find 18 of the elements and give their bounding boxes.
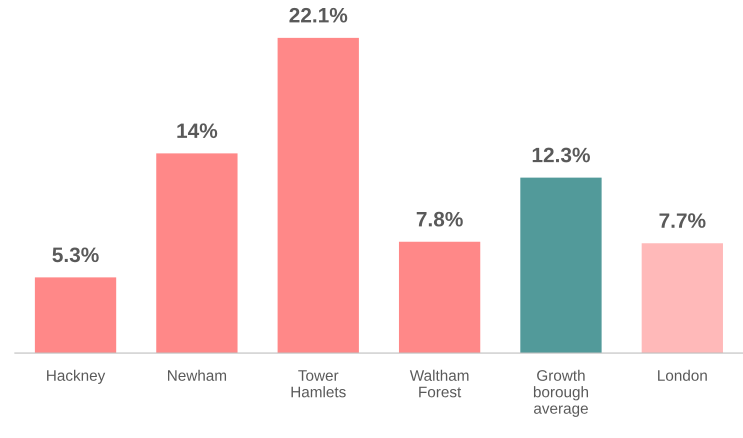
bar <box>398 242 480 354</box>
x-tick-label: Waltham Forest <box>410 370 468 398</box>
x-tick-label: London <box>658 370 707 381</box>
data-label: 12.3% <box>532 148 590 162</box>
data-label: 14% <box>177 123 218 138</box>
data-label: 7.8% <box>416 212 463 227</box>
bar <box>520 178 602 354</box>
x-tick-label: Hackney <box>47 370 106 384</box>
bar <box>642 243 723 354</box>
data-label: 5.3% <box>52 247 99 262</box>
data-label: 22.1% <box>289 8 348 23</box>
x-tick-label: Growth borough average <box>534 370 588 417</box>
bar <box>34 277 116 354</box>
bar <box>278 38 359 354</box>
x-tick-label: Tower Hamlets <box>291 370 346 398</box>
bar <box>156 153 238 354</box>
data-label: 7.7% <box>659 213 706 228</box>
x-tick-label: Newham <box>168 370 226 381</box>
